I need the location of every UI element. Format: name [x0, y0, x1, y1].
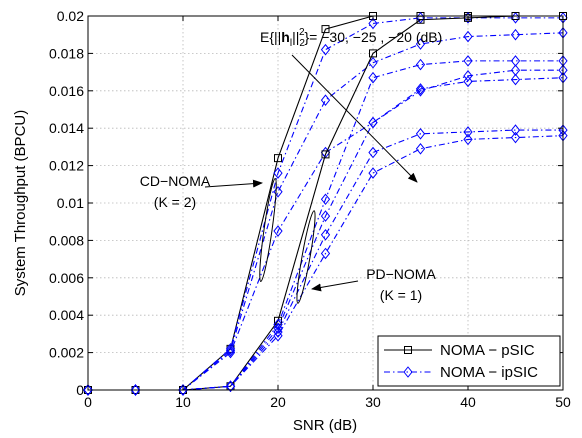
x-tick-label: 50	[555, 394, 571, 410]
y-tick-label: 0	[76, 382, 84, 398]
ticks: 0 10 20 30 40 50 0 0.002 0.004 0.006 0.008 0.01 0.01…	[49, 8, 571, 410]
data-point-marker	[510, 73, 521, 86]
x-axis-label: SNR (dB)	[293, 417, 357, 434]
data-point-marker	[368, 71, 378, 84]
legend-entry: NOMA − ipSIC	[384, 364, 538, 381]
data-point-marker	[463, 30, 473, 43]
data-point-marker	[368, 167, 378, 179]
expectation-annotation: E{||hl||22}= −30, −25 , −20 (dB)	[260, 27, 442, 49]
cd-noma-ellipse	[259, 178, 277, 282]
legend: NOMA − pSIC NOMA − ipSIC	[377, 335, 561, 387]
data-point-marker	[415, 84, 426, 97]
data-point-marker	[273, 167, 283, 179]
data-point-marker	[225, 344, 236, 357]
legend-label: NOMA − ipSIC	[440, 364, 538, 381]
expectation-arrow	[291, 54, 418, 183]
data-point-marker	[415, 58, 426, 71]
series-line	[88, 135, 564, 391]
pd-noma-k-label: (K = 1)	[380, 287, 422, 303]
series-9	[83, 129, 568, 396]
series-line	[88, 69, 563, 391]
data-point-marker	[463, 133, 473, 146]
cd-noma-label: CD−NOMA	[140, 173, 211, 189]
y-tick-label: 0.008	[49, 232, 84, 248]
cd-noma-arrow	[204, 179, 263, 188]
data-point-marker	[178, 384, 188, 396]
legend-entry: NOMA − pSIC	[384, 342, 535, 359]
legend-marker	[404, 346, 412, 354]
data-point-marker	[368, 56, 378, 69]
data-point-marker	[320, 228, 331, 241]
x-tick-label: 10	[175, 394, 191, 410]
data-point-marker	[510, 28, 521, 41]
pd-noma-arrow	[311, 280, 359, 292]
y-tick-label: 0.016	[49, 83, 84, 99]
data-point-marker	[415, 128, 426, 140]
x-tick-label: 20	[270, 394, 286, 410]
data-point-marker	[273, 329, 283, 342]
data-point-marker	[320, 94, 331, 106]
series-line	[88, 129, 563, 391]
data-point-marker	[320, 43, 331, 56]
y-tick-label: 0.006	[49, 270, 84, 286]
annotations: E{||hl||22}= −30, −25 , −20 (dB) CD−NOMA…	[140, 27, 442, 304]
data-point-marker	[320, 193, 331, 206]
y-tick-label: 0.02	[57, 8, 84, 24]
y-tick-label: 0.002	[49, 345, 84, 361]
y-tick-label: 0.004	[49, 307, 84, 323]
data-point-marker	[463, 75, 473, 88]
data-point-marker	[415, 142, 426, 155]
y-tick-label: 0.01	[57, 195, 84, 211]
x-tick-label: 40	[460, 394, 476, 410]
data-point-marker	[463, 70, 473, 82]
legend-label: NOMA − pSIC	[440, 342, 535, 359]
data-point-marker	[273, 318, 283, 331]
pd-noma-label: PD−NOMA	[366, 266, 436, 282]
pd-noma-ellipse	[296, 210, 316, 304]
data-point-marker	[320, 247, 331, 260]
series-line	[88, 17, 563, 391]
data-point-marker	[368, 116, 378, 129]
data-point-marker	[321, 150, 330, 159]
data-point-marker	[321, 25, 330, 34]
data-point-marker	[273, 225, 283, 237]
y-tick-label: 0.018	[49, 45, 84, 61]
data-point-marker	[83, 384, 93, 396]
data-point-marker	[510, 55, 521, 67]
data-point-marker	[463, 55, 473, 67]
data-point-marker	[464, 13, 472, 22]
data-point-marker	[368, 146, 378, 159]
data-point-marker	[368, 17, 378, 30]
data-point-marker	[225, 346, 236, 359]
data-point-marker	[273, 185, 283, 198]
y-tick-label: 0.014	[49, 120, 84, 136]
data-point-marker	[225, 343, 236, 355]
data-point-marker	[415, 83, 426, 95]
y-axis-label: System Throughput (BPCU)	[12, 110, 29, 296]
series-line	[88, 77, 564, 391]
data-point-marker	[274, 154, 282, 163]
cd-noma-k-label: (K = 2)	[154, 194, 196, 210]
data-point-marker	[225, 380, 236, 393]
data-point-marker	[415, 38, 426, 50]
x-tick-label: 0	[84, 394, 92, 410]
data-point-marker	[369, 49, 377, 58]
data-point-marker	[463, 126, 473, 138]
legend-marker	[403, 366, 413, 378]
data-point-marker	[510, 124, 521, 136]
data-point-marker	[130, 384, 141, 396]
series-line	[88, 60, 563, 391]
x-tick-label: 30	[365, 394, 381, 410]
legend-box	[377, 335, 561, 387]
data-point-marker	[510, 131, 521, 144]
y-tick-label: 0.012	[49, 158, 84, 174]
data-point-marker	[320, 210, 331, 222]
